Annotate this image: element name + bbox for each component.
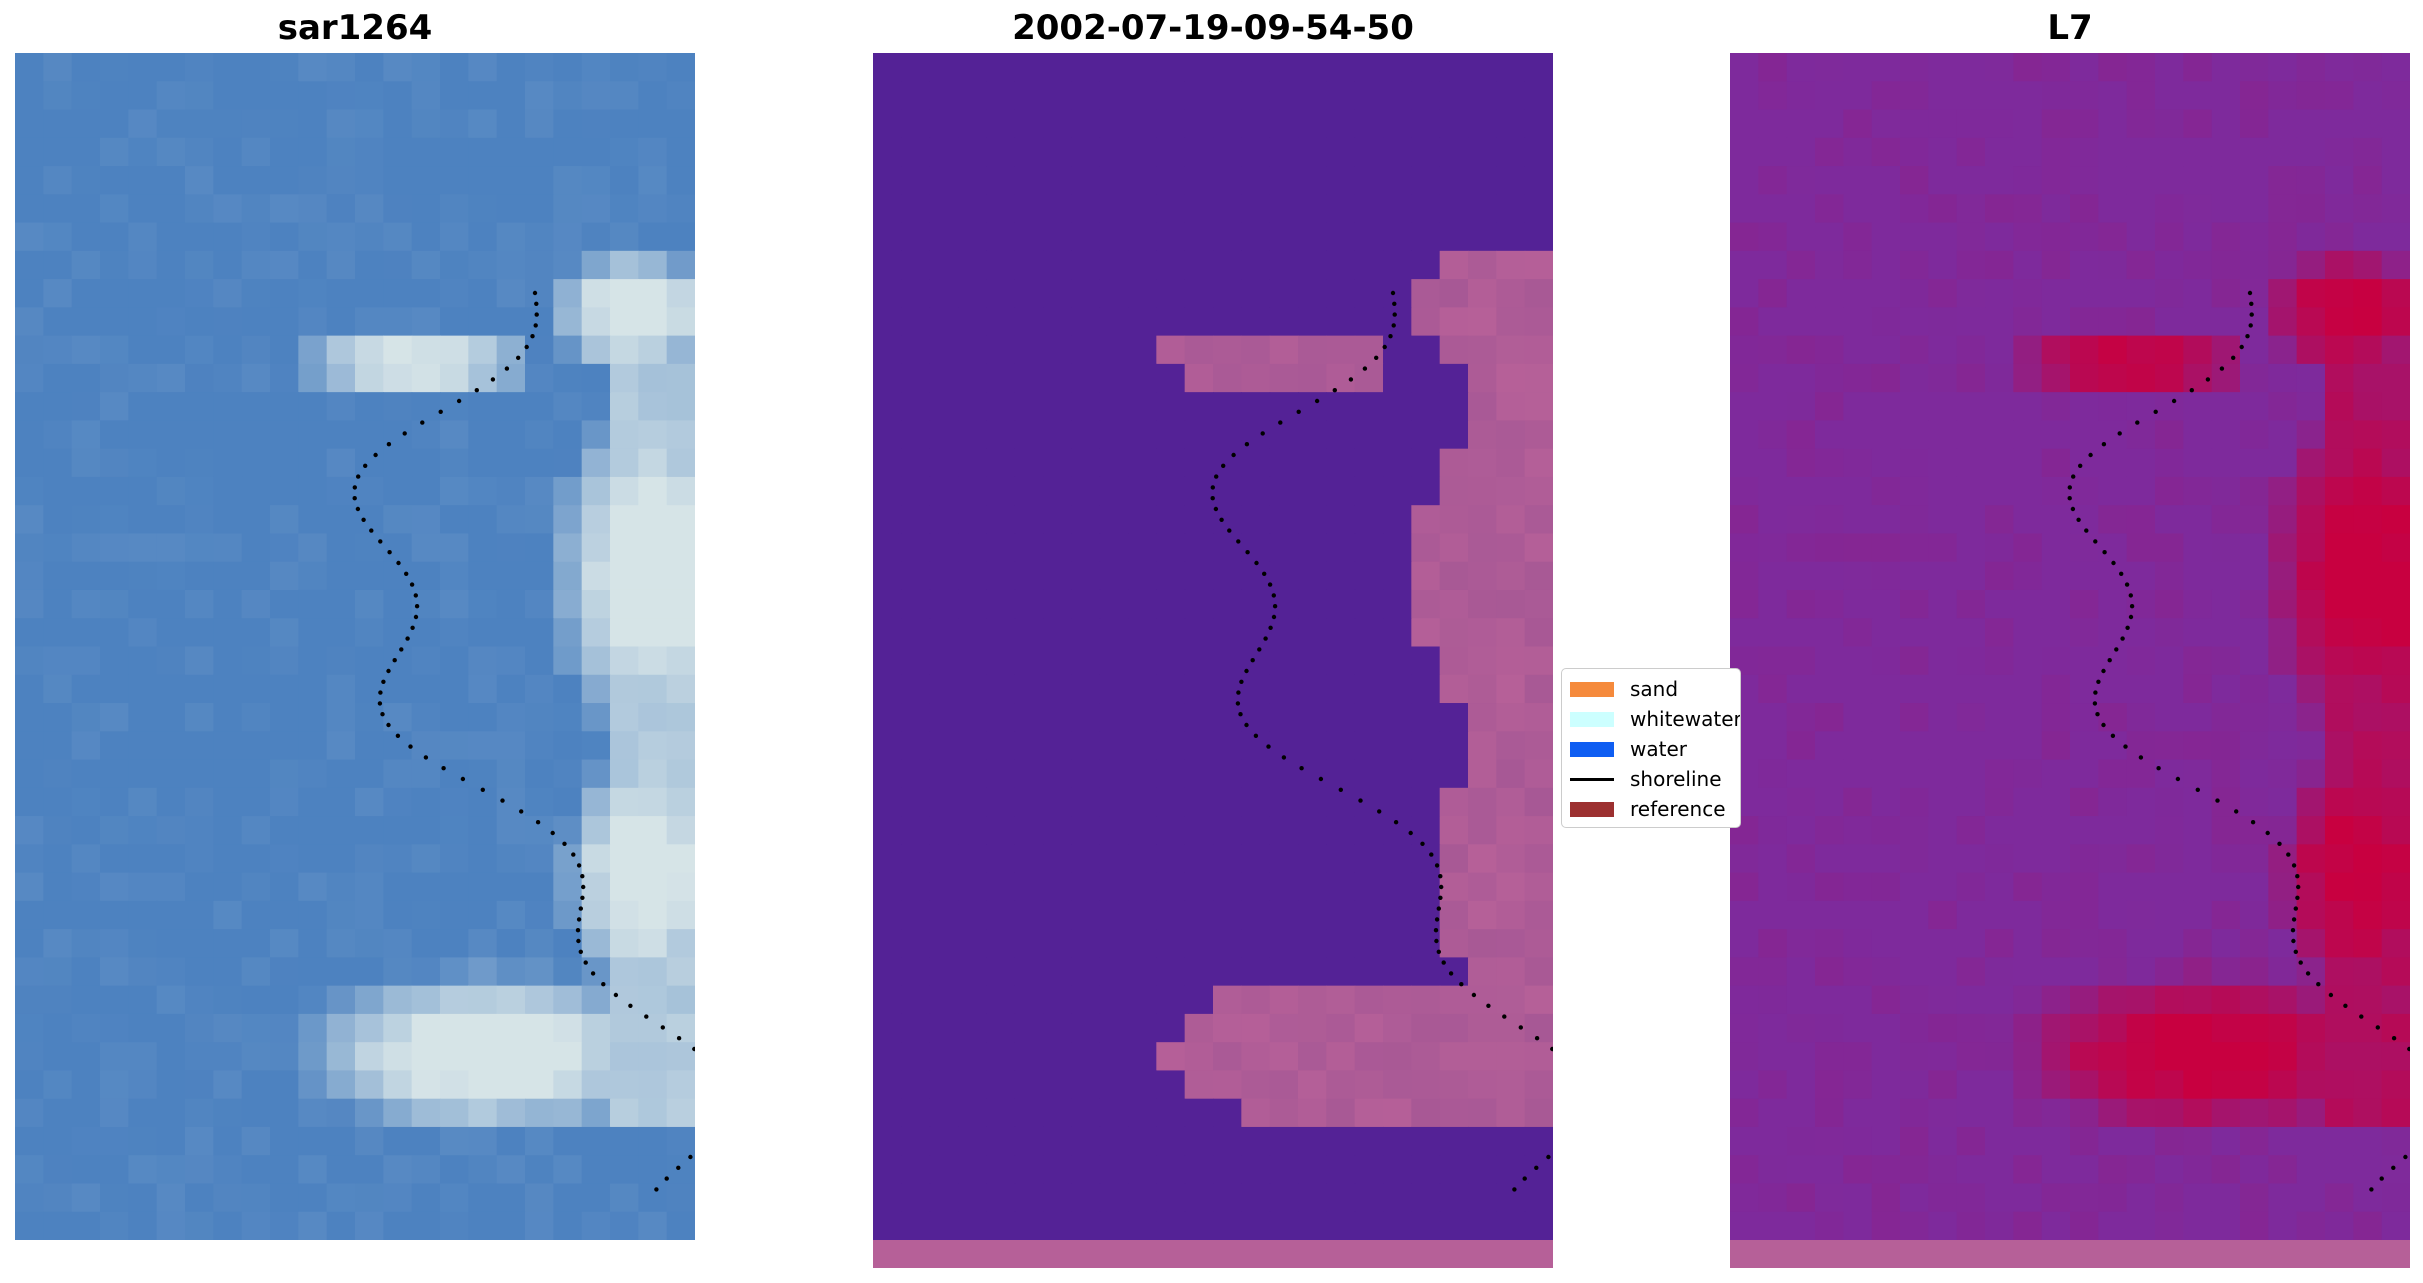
legend-item-whitewater: whitewater — [1562, 707, 1741, 731]
panel-title-3: L7 — [2047, 8, 2093, 48]
legend-item-reference: reference — [1562, 797, 1740, 821]
shoreline-dots-1 — [352, 290, 695, 1192]
legend-item-water: water — [1562, 737, 1740, 761]
reference-swatch — [1570, 802, 1614, 817]
index-image — [1730, 53, 2410, 1268]
legend-label-water: water — [1630, 737, 1687, 761]
legend-label-sand: sand — [1630, 677, 1679, 701]
whitewater-swatch — [1570, 712, 1614, 727]
shoreline-dots-3 — [2067, 290, 2410, 1192]
nodata-strip — [1730, 1240, 2410, 1268]
classified-pixels — [873, 53, 1553, 1241]
rgb-image — [15, 53, 695, 1240]
legend-item-shoreline: shoreline — [1562, 767, 1740, 791]
rgb-pixels — [15, 53, 695, 1240]
rgb-image-panel — [15, 53, 695, 1240]
classified-image-panel — [873, 53, 1553, 1268]
nodata-strip — [873, 1240, 1553, 1268]
sand-swatch — [1570, 682, 1614, 697]
legend-item-sand: sand — [1562, 677, 1740, 701]
shoreline-dots-2 — [1210, 290, 1553, 1192]
panel-title-2: 2002-07-19-09-54-50 — [1012, 8, 1414, 48]
water-swatch — [1570, 742, 1614, 757]
index-pixels — [1730, 53, 2410, 1241]
legend: sand whitewater water shoreline referenc… — [1561, 668, 1741, 828]
legend-label-shoreline: shoreline — [1630, 767, 1722, 791]
legend-label-reference: reference — [1630, 797, 1726, 821]
classified-image — [873, 53, 1553, 1268]
index-image-panel — [1730, 53, 2410, 1268]
panel-title-1: sar1264 — [277, 8, 433, 48]
shoreline-line-icon — [1570, 778, 1614, 781]
legend-label-whitewater: whitewater — [1630, 707, 1741, 731]
